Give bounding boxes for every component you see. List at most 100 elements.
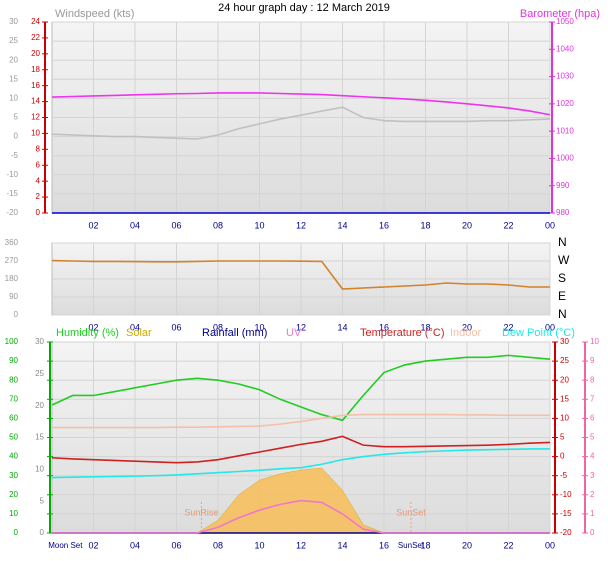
y-tick-label: -5 <box>560 471 568 480</box>
y-tick-label: 0 <box>590 528 595 537</box>
axis-label: Windspeed (kts) <box>55 8 134 20</box>
y-tick-label: 90 <box>9 356 18 365</box>
y-tick-label: 3 <box>590 471 595 480</box>
y-tick-label: 1050 <box>556 17 574 26</box>
series-line <box>52 413 550 429</box>
legend-entry: Dew Point (°C) <box>502 327 575 339</box>
x-tick-label: 18 <box>420 220 430 230</box>
x-tick-label: 14 <box>337 220 347 230</box>
y-tick-label: 15 <box>35 433 44 442</box>
y-tick-label: 10 <box>9 94 18 103</box>
y-tick-label: 25 <box>9 36 18 45</box>
y-tick-label: 10 <box>31 129 40 138</box>
y-tick-label: -20 <box>560 528 572 537</box>
y-tick-label: 24 <box>31 17 40 26</box>
y-tick-label: 5 <box>560 433 565 442</box>
x-tick-label: 08 <box>213 322 223 332</box>
x-tick-label: 18 <box>420 540 430 550</box>
x-tick-label: 12 <box>296 540 306 550</box>
y-tick-label: 9 <box>590 356 595 365</box>
series-line <box>52 499 550 534</box>
y-tick-label: 1 <box>590 509 595 518</box>
legend-entry: Indoor <box>450 327 482 339</box>
annotation: SunRise <box>184 507 218 517</box>
y-tick-label: W <box>558 253 570 267</box>
y-tick-label: 30 <box>9 471 18 480</box>
x-tick-label: 20 <box>462 540 472 550</box>
legend-entry: Temperature (°C) <box>360 327 444 339</box>
y-tick-label: 30 <box>35 337 44 346</box>
y-tick-label: -10 <box>560 490 572 499</box>
x-tick-label: 08 <box>213 220 223 230</box>
y-tick-label: 360 <box>5 238 19 247</box>
marker-label: SunSet <box>398 541 425 550</box>
x-tick-label: 02 <box>88 220 98 230</box>
y-tick-label: 10 <box>35 464 44 473</box>
x-tick-label: 02 <box>88 540 98 550</box>
y-tick-label: 40 <box>9 452 18 461</box>
x-tick-label: 08 <box>213 540 223 550</box>
x-tick-label: 06 <box>171 322 181 332</box>
x-tick-label: 22 <box>503 322 513 332</box>
y-tick-label: 0 <box>14 528 19 537</box>
y-tick-label: 15 <box>9 74 18 83</box>
y-tick-label: 0 <box>560 452 565 461</box>
y-tick-label: 1010 <box>556 126 574 135</box>
y-tick-label: 10 <box>590 337 599 346</box>
y-tick-label: 20 <box>9 490 18 499</box>
x-tick-label: 20 <box>462 322 472 332</box>
x-tick-label: 00 <box>545 220 555 230</box>
x-tick-label: 14 <box>337 540 347 550</box>
x-tick-label: 00 <box>545 540 555 550</box>
y-tick-label: 10 <box>9 509 18 518</box>
y-tick-label: 12 <box>31 113 40 122</box>
x-tick-label: 12 <box>296 220 306 230</box>
y-tick-label: E <box>558 289 566 303</box>
y-tick-label: 50 <box>9 433 18 442</box>
x-tick-label: 04 <box>130 540 140 550</box>
y-tick-label: 20 <box>560 375 569 384</box>
x-tick-label: 06 <box>171 540 181 550</box>
y-tick-label: 6 <box>36 160 41 169</box>
y-tick-label: -15 <box>560 509 572 518</box>
legend-entry: Humidity (%) <box>56 327 119 339</box>
y-tick-label: 8 <box>36 144 41 153</box>
axis-label: Barometer (hpa) <box>520 8 600 20</box>
y-tick-label: 980 <box>556 208 570 217</box>
y-tick-label: 100 <box>5 337 19 346</box>
y-tick-label: 90 <box>9 292 18 301</box>
y-tick-label: 30 <box>9 17 18 26</box>
series-line <box>51 106 551 140</box>
y-tick-label: 20 <box>31 49 40 58</box>
x-tick-label: 10 <box>254 540 264 550</box>
y-tick-label: 1020 <box>556 99 574 108</box>
series-line <box>51 448 550 479</box>
x-tick-label: 12 <box>296 322 306 332</box>
series-line <box>51 435 551 464</box>
y-tick-label: 14 <box>31 97 40 106</box>
y-tick-label: 4 <box>36 176 41 185</box>
y-tick-label: 0 <box>14 132 19 141</box>
y-tick-label: 1000 <box>556 154 574 163</box>
legend-entry: Solar <box>126 327 152 339</box>
x-tick-label: 00 <box>545 322 555 332</box>
y-tick-label: 10 <box>560 414 569 423</box>
series-line <box>51 354 551 422</box>
y-tick-label: S <box>558 271 566 285</box>
y-tick-label: -5 <box>11 151 19 160</box>
y-tick-label: -10 <box>6 170 18 179</box>
y-tick-label: 180 <box>5 274 19 283</box>
y-tick-label: 60 <box>9 414 18 423</box>
y-tick-label: -20 <box>6 208 18 217</box>
y-tick-label: -15 <box>6 189 18 198</box>
y-tick-label: 0 <box>36 208 41 217</box>
y-tick-label: 5 <box>40 496 45 505</box>
x-tick-label: 22 <box>503 540 513 550</box>
y-tick-label: 15 <box>560 394 569 403</box>
series-line <box>51 92 551 116</box>
y-tick-label: 25 <box>35 369 44 378</box>
legend-entry: UV <box>286 327 302 339</box>
x-tick-label: 16 <box>379 322 389 332</box>
y-tick-label: 0 <box>40 528 45 537</box>
y-tick-label: 80 <box>9 375 18 384</box>
